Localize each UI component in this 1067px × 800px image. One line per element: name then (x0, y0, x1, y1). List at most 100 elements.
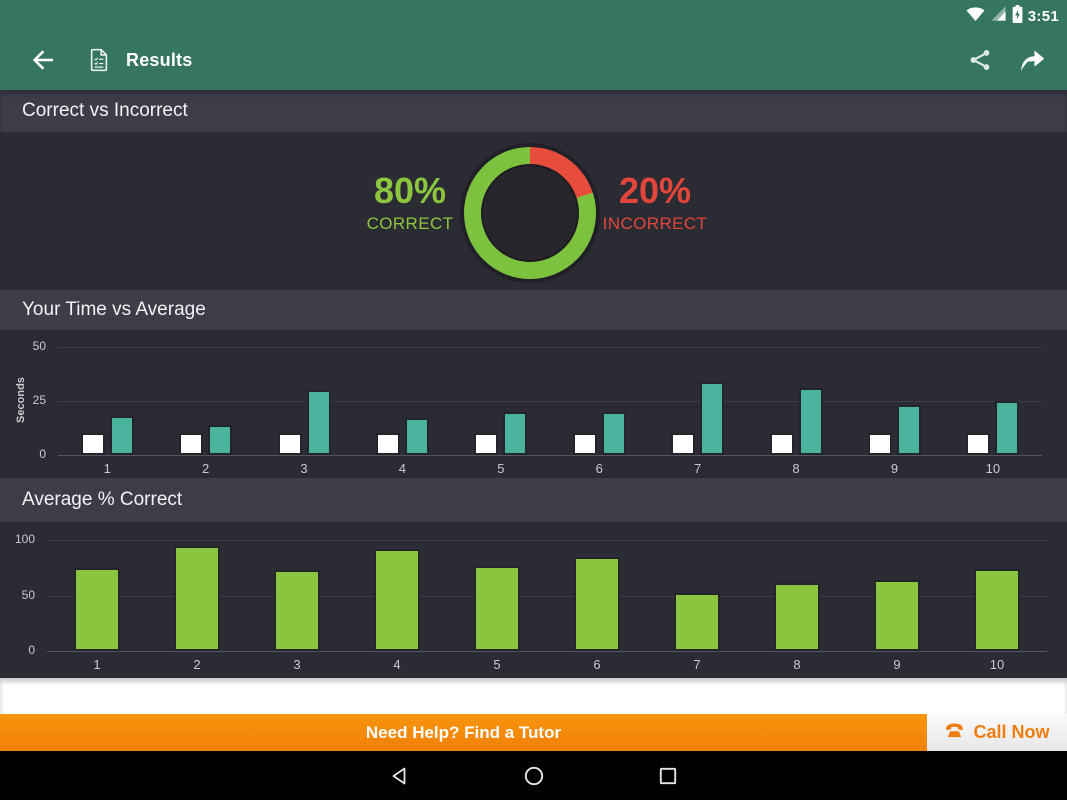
gridline (47, 651, 1047, 652)
average-bar (700, 381, 725, 455)
x-axis-labels: 1 2 3 4 5 6 7 8 9 10 (58, 461, 1042, 476)
average-bar (208, 424, 233, 455)
x-tick-label: 2 (193, 657, 201, 672)
page-title: Results (126, 49, 193, 70)
average-bar (404, 418, 429, 455)
wifi-icon (966, 4, 985, 28)
average-bar (601, 411, 626, 455)
x-tick-label: 7 (694, 461, 702, 476)
call-now-button[interactable]: Call Now (927, 714, 1067, 751)
y-tick-label: 50 (32, 339, 46, 353)
average-bar (798, 388, 823, 455)
bar-group (353, 347, 451, 455)
bar-group (847, 540, 947, 651)
bar-group (944, 347, 1042, 455)
bar-group (648, 347, 746, 455)
bar-group (550, 347, 648, 455)
recents-square-icon[interactable] (653, 761, 683, 791)
x-tick-label: 10 (989, 657, 1005, 672)
x-axis-labels: 1 2 3 4 5 6 7 8 9 10 (47, 657, 1047, 672)
x-tick-label: 3 (293, 657, 301, 672)
bar-group (947, 540, 1047, 651)
average-correct-bar (874, 579, 920, 651)
y-tick-label: 50 (21, 587, 35, 602)
section-header-time-vs-average: Your Time vs Average (0, 290, 1067, 330)
back-triangle-icon[interactable] (385, 761, 415, 791)
average-correct-bar (174, 545, 220, 651)
app-bar-actions (965, 45, 1047, 75)
average-bar (306, 390, 331, 455)
bar-group (747, 347, 845, 455)
status-bar: 3:51 (966, 4, 1059, 28)
x-tick-label: 1 (93, 657, 101, 672)
time-vs-average-chart: Seconds 0 25 50 1 2 3 4 5 6 7 8 9 10 (0, 330, 1067, 478)
back-arrow-icon[interactable] (28, 45, 58, 75)
find-tutor-banner[interactable]: Need Help? Find a Tutor (0, 714, 927, 751)
section-header-average-correct: Average % Correct (0, 478, 1067, 522)
bar-group (447, 540, 547, 651)
x-tick-label: 5 (497, 461, 505, 476)
cell-signal-icon (990, 5, 1007, 27)
x-tick-label: 10 (985, 461, 1001, 476)
y-tick-label: 0 (39, 447, 46, 461)
white-strip (0, 678, 1067, 714)
your-time-bar (375, 433, 400, 455)
find-tutor-label: Need Help? Find a Tutor (365, 722, 562, 742)
your-time-bar (80, 433, 105, 455)
status-clock: 3:51 (1027, 7, 1059, 25)
gridline (58, 455, 1042, 456)
x-tick-label: 9 (893, 657, 901, 672)
correct-vs-incorrect-panel: 80% CORRECT 20% INCORRECT (0, 132, 1067, 290)
bar-group (58, 347, 156, 455)
android-nav-bar (0, 751, 1067, 800)
average-bar (109, 416, 134, 455)
average-correct-bar (974, 568, 1020, 651)
your-time-bar (867, 433, 892, 455)
bar-plot-area (58, 347, 1042, 455)
toolbar: Results (0, 38, 1067, 82)
incorrect-label: INCORRECT (602, 214, 708, 233)
forward-icon[interactable] (1017, 45, 1047, 75)
your-time-bar (179, 433, 204, 455)
average-correct-bar (474, 565, 520, 651)
average-bar (503, 411, 528, 455)
x-tick-label: 7 (693, 657, 701, 672)
average-correct-bar (274, 569, 320, 651)
bar-group (547, 540, 647, 651)
bar-group (47, 540, 147, 651)
x-tick-label: 8 (793, 657, 801, 672)
average-correct-bar (74, 567, 120, 651)
section-header-correct-vs-incorrect: Correct vs Incorrect (0, 90, 1067, 132)
average-bar (995, 401, 1020, 455)
call-now-label: Call Now (973, 722, 1050, 742)
average-correct-bar (674, 593, 720, 651)
average-correct-bar (774, 583, 820, 651)
average-correct-bar (374, 548, 420, 651)
bar-group (845, 347, 943, 455)
correct-donut-chart (464, 147, 596, 279)
bar-group (647, 540, 747, 651)
share-icon[interactable] (965, 45, 995, 75)
correct-stat: 80% CORRECT (300, 172, 520, 234)
average-correct-bar (574, 556, 620, 651)
bar-group (747, 540, 847, 651)
gridline (58, 401, 1042, 402)
your-time-bar (474, 433, 499, 455)
y-tick-label: 25 (32, 393, 46, 407)
x-tick-label: 6 (595, 461, 603, 476)
x-tick-label: 1 (103, 461, 111, 476)
your-time-bar (966, 433, 991, 455)
x-tick-label: 4 (398, 461, 407, 476)
battery-charging-icon (1012, 4, 1023, 28)
app-bar: 3:51 Results (0, 0, 1067, 90)
home-circle-icon[interactable] (519, 761, 549, 791)
phone-icon (944, 720, 965, 746)
gridline (58, 347, 1042, 348)
x-tick-label: 4 (393, 657, 401, 672)
bar-group (147, 540, 247, 651)
average-bar (896, 405, 921, 455)
x-tick-label: 2 (201, 461, 210, 476)
bar-group (452, 347, 550, 455)
x-tick-label: 6 (593, 657, 601, 672)
